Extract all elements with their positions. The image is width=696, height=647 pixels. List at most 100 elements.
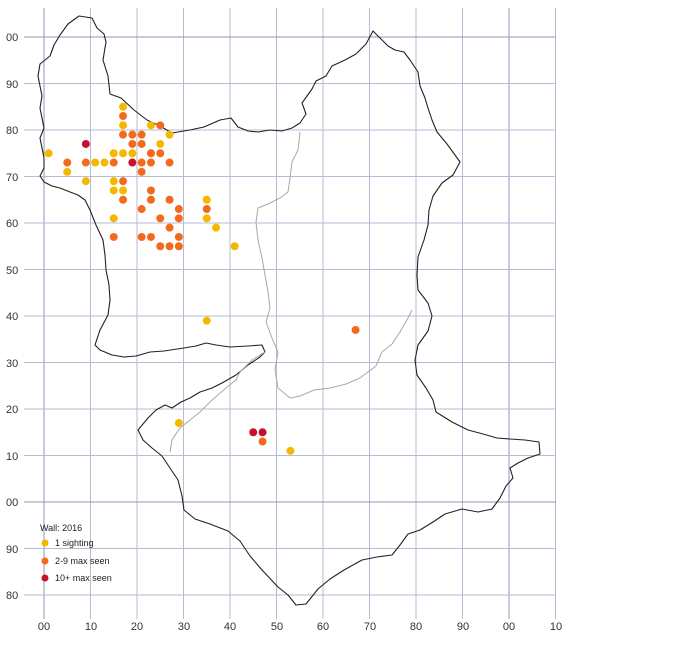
sighting-dot: [137, 232, 146, 241]
sighting-dot: [258, 428, 267, 437]
sighting-dot: [109, 149, 118, 158]
sighting-dot: [109, 232, 118, 241]
sighting-dot: [137, 139, 146, 148]
sighting-dot: [156, 121, 165, 130]
sighting-dot: [249, 428, 258, 437]
sighting-dot: [81, 139, 90, 148]
grid-lines: [24, 8, 556, 619]
legend-label-two-to-nine: 2-9 max seen: [55, 556, 110, 566]
county-border: [37, 15, 541, 606]
sighting-dot: [156, 149, 165, 158]
sighting-dot: [109, 177, 118, 186]
sighting-dot: [202, 195, 211, 204]
y-tick-label: 10: [6, 451, 18, 463]
sighting-dot: [81, 158, 90, 167]
sighting-dot: [119, 195, 128, 204]
y-axis-labels: 00 90 80 70 60 50 40 30 20 10 00 90 80: [6, 32, 18, 602]
x-tick-label: 00: [503, 621, 515, 633]
district-boundary-east: [255, 131, 413, 399]
sighting-dot: [109, 214, 118, 223]
x-tick-label: 70: [364, 621, 376, 633]
y-tick-label: 30: [6, 358, 18, 370]
y-tick-label: 40: [6, 311, 18, 323]
legend: Wall: 2016 1 sighting 2-9 max seen 10+ m…: [40, 523, 112, 583]
y-tick-label: 50: [6, 265, 18, 277]
y-tick-label: 80: [6, 590, 18, 602]
sighting-dot: [81, 177, 90, 186]
sighting-dot: [128, 158, 137, 167]
sighting-dot: [258, 437, 267, 446]
x-tick-label: 10: [550, 621, 562, 633]
sighting-dot: [174, 232, 183, 241]
sighting-dot: [230, 242, 239, 251]
sighting-dot: [137, 158, 146, 167]
sighting-dot: [146, 149, 155, 158]
sighting-dot: [156, 242, 165, 251]
sighting-dot: [174, 242, 183, 251]
sighting-dot: [156, 214, 165, 223]
sighting-dot: [128, 149, 137, 158]
x-tick-label: 30: [178, 621, 190, 633]
sighting-dot: [165, 242, 174, 251]
sighting-dot: [119, 149, 128, 158]
sighting-dot: [202, 205, 211, 214]
sighting-dot: [212, 223, 221, 232]
sighting-dot: [165, 130, 174, 139]
sighting-dot: [146, 121, 155, 130]
dot-icon: [41, 539, 49, 547]
sighting-dot: [119, 130, 128, 139]
sighting-dot: [119, 177, 128, 186]
sighting-dot: [119, 186, 128, 195]
sighting-dot: [156, 139, 165, 148]
x-tick-label: 10: [85, 621, 97, 633]
legend-label-ten-plus: 10+ max seen: [55, 573, 112, 583]
sighting-dot: [100, 158, 109, 167]
x-tick-label: 00: [38, 621, 50, 633]
sighting-dot: [146, 158, 155, 167]
sighting-dot: [165, 195, 174, 204]
sighting-dot: [351, 325, 360, 334]
sighting-dot: [174, 214, 183, 223]
y-tick-label: 70: [6, 172, 18, 184]
sighting-dot: [137, 130, 146, 139]
sighting-dot: [119, 112, 128, 121]
sighting-dot: [146, 195, 155, 204]
y-tick-label: 00: [6, 497, 18, 509]
x-tick-label: 40: [224, 621, 236, 633]
sighting-dot: [109, 186, 118, 195]
sighting-dot: [165, 158, 174, 167]
sighting-dot: [137, 167, 146, 176]
x-tick-label: 60: [317, 621, 329, 633]
x-tick-label: 50: [271, 621, 283, 633]
y-tick-label: 90: [6, 79, 18, 91]
sighting-dot: [137, 205, 146, 214]
sighting-dot: [44, 149, 53, 158]
y-tick-label: 90: [6, 544, 18, 556]
dot-icon: [41, 557, 49, 565]
sighting-points: [44, 102, 360, 455]
legend-title: Wall: 2016: [40, 523, 82, 533]
sighting-dot: [63, 158, 72, 167]
y-tick-label: 80: [6, 125, 18, 137]
sighting-dot: [128, 130, 137, 139]
sighting-dot: [109, 158, 118, 167]
sighting-dot: [91, 158, 100, 167]
x-axis-labels: 00 10 20 30 40 50 60 70 80 90 00 10: [38, 621, 562, 633]
sighting-dot: [63, 167, 72, 176]
sighting-dot: [174, 418, 183, 427]
sighting-dot: [146, 232, 155, 241]
dot-icon: [41, 574, 49, 582]
x-tick-label: 90: [457, 621, 469, 633]
sighting-dot: [202, 316, 211, 325]
legend-label-one-sighting: 1 sighting: [55, 538, 94, 548]
x-tick-label: 20: [131, 621, 143, 633]
sighting-dot: [119, 102, 128, 111]
y-tick-label: 60: [6, 218, 18, 230]
sighting-dot: [202, 214, 211, 223]
sighting-dot: [119, 121, 128, 130]
y-tick-label: 00: [6, 32, 18, 44]
district-boundary-south: [169, 351, 266, 453]
sighting-dot: [165, 223, 174, 232]
